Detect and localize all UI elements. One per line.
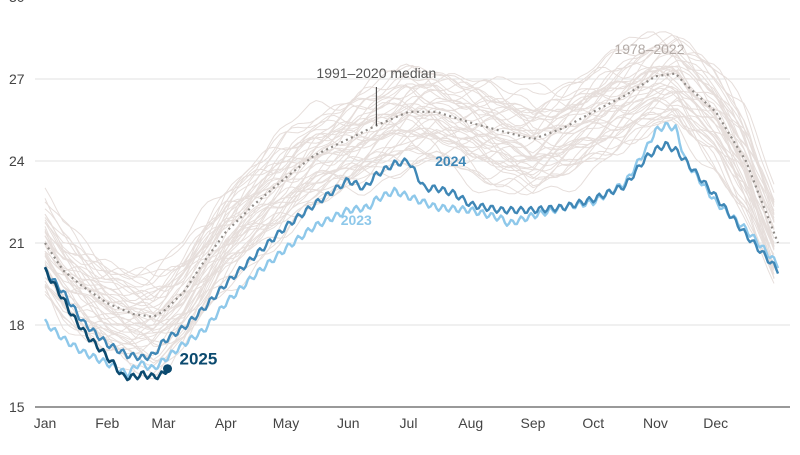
series-label-2025: 2025 (180, 350, 218, 369)
historical-year-line (44, 75, 775, 322)
x-tick-label: Sep (521, 415, 546, 431)
series-2025-endpoint (163, 364, 173, 374)
historical-year-line (44, 50, 775, 301)
y-tick-label: 24 (9, 153, 25, 169)
x-tick-label: Mar (151, 415, 175, 431)
historical-year-line (44, 69, 775, 340)
historical-year-line (44, 69, 775, 312)
y-tick-label: 30 (9, 0, 25, 5)
x-tick-label: Dec (703, 415, 728, 431)
historical-years-lines (44, 31, 775, 380)
x-tick-label: Nov (643, 415, 668, 431)
x-tick-label: Feb (95, 415, 119, 431)
historical-year-line (44, 116, 775, 352)
historical-year-line (44, 55, 775, 303)
historical-year-line (44, 99, 775, 334)
y-tick-label: 15 (9, 399, 25, 415)
historical-range-label: 1978–2022 (614, 41, 684, 57)
series-2023-line (43, 121, 780, 379)
series-2024-line (43, 140, 780, 362)
historical-year-line (44, 66, 775, 307)
axes: 15 18 21 24 27 30 Jan Feb Mar Apr May Jun Jul Aug Sep O… (9, 0, 790, 431)
historical-year-line (44, 65, 775, 305)
series-lines (43, 72, 780, 382)
historical-year-line (44, 86, 775, 325)
series-label-2024: 2024 (435, 153, 466, 169)
x-tick-label: Apr (215, 415, 237, 431)
historical-year-line (44, 31, 775, 301)
historical-year-line (44, 115, 775, 344)
x-tick-label: Jun (337, 415, 360, 431)
median-line (44, 72, 780, 318)
historical-year-line (44, 46, 775, 280)
historical-year-line (44, 113, 775, 367)
historical-year-line (44, 111, 775, 345)
historical-year-line (44, 72, 775, 334)
x-tick-label: Oct (582, 415, 604, 431)
y-tick-label: 18 (9, 317, 25, 333)
historical-year-line (44, 62, 775, 321)
x-tick-label: Jan (34, 415, 57, 431)
historical-year-line (44, 80, 775, 325)
median-label: 1991–2020 median (316, 65, 436, 81)
x-tick-label: Aug (458, 415, 483, 431)
series-2025-line (43, 266, 169, 382)
historical-year-line (44, 84, 775, 357)
x-tick-label: May (273, 415, 299, 431)
y-tick-label: 21 (9, 235, 25, 251)
y-tick-label: 27 (9, 71, 25, 87)
series-label-2023: 2023 (341, 212, 372, 228)
historical-year-line (44, 97, 775, 345)
x-tick-label: Jul (400, 415, 418, 431)
historical-year-line (44, 47, 775, 328)
historical-year-line (44, 43, 775, 288)
annotations: 1978–2022 1991–2020 median 2024 2023 202… (163, 41, 685, 374)
historical-year-line (44, 66, 775, 332)
historical-year-line (44, 108, 775, 361)
